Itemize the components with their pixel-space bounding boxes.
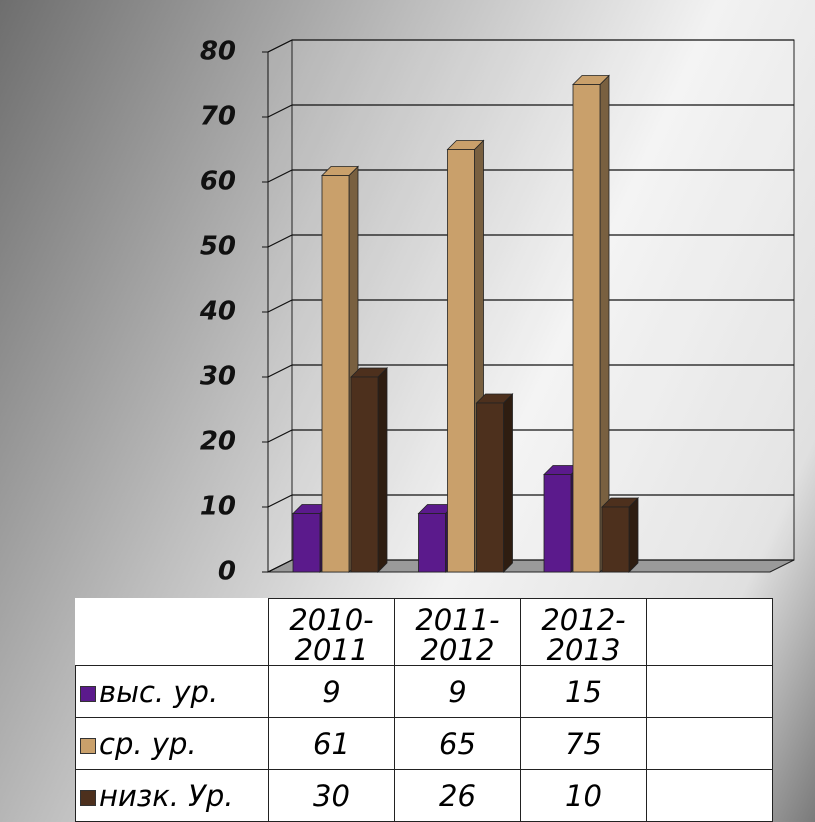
y-tick-label: 50 — [200, 232, 236, 262]
bar — [292, 513, 321, 573]
x-tick-label: 2010-2011 — [268, 598, 395, 666]
grid-line-side — [267, 494, 293, 508]
bar — [350, 376, 379, 573]
plot: 0 10 20 30 40 50 60 70 80 — [199, 37, 795, 587]
bar — [543, 474, 572, 573]
y-tick-label: 20 — [200, 427, 236, 457]
corner — [76, 599, 269, 666]
bar — [572, 84, 601, 573]
grid-line-side — [267, 169, 293, 183]
table-value: 75 — [520, 717, 647, 770]
x-tick-label: 2012-2013 — [520, 598, 647, 666]
table-value: 65 — [394, 717, 521, 770]
legend-label: ср. ур. — [99, 726, 197, 761]
bar-side — [628, 497, 639, 573]
table-row: выс. ур. 9 9 15 — [75, 665, 773, 718]
grid-line-side — [267, 559, 293, 573]
table-value: 10 — [520, 769, 647, 822]
table-value: 61 — [268, 717, 395, 770]
legend-swatch — [80, 685, 96, 702]
legend-label: выс. ур. — [99, 674, 219, 709]
y-tick-label: 0 — [218, 557, 236, 587]
table-row: ср. ур. 61 65 75 — [75, 717, 773, 770]
y-tick-label: 10 — [200, 492, 236, 522]
table-value: 9 — [394, 665, 521, 718]
table-header: 2010-2011 2011-2012 2012-2013 — [76, 598, 773, 666]
y-tick-label: 70 — [200, 102, 236, 132]
table-value: 9 — [268, 665, 395, 718]
bar-side — [503, 393, 513, 573]
table-row: низк. Ур. 30 26 10 — [75, 769, 773, 822]
grid-line-side — [267, 429, 293, 443]
data-table: 2010-2011 2011-2012 2012-2013 выс. ур. 9 9 15 с… — [75, 598, 773, 822]
bar — [601, 506, 630, 573]
table-value: 26 — [394, 769, 521, 822]
y-tick-label: 60 — [200, 167, 236, 197]
table-value: 30 — [268, 769, 395, 822]
legend-entry: низк. Ур. — [75, 769, 269, 822]
bar-side — [377, 367, 388, 573]
legend-swatch — [80, 789, 96, 806]
bar — [476, 402, 504, 573]
table-value: 15 — [520, 665, 647, 718]
table-value — [646, 665, 773, 718]
grid-line-side — [267, 364, 293, 378]
bar-side — [599, 74, 610, 573]
y-tick-label: 80 — [200, 37, 236, 67]
bar — [418, 513, 446, 573]
bar — [447, 149, 475, 573]
x-tick-label: 2011-2012 — [394, 598, 521, 666]
table-value — [646, 717, 773, 770]
grid-line-side — [267, 299, 293, 313]
bar — [321, 175, 350, 573]
legend-label: низк. Ур. — [99, 778, 234, 813]
grid-line-side — [267, 104, 293, 118]
grid-line-side — [267, 234, 293, 248]
legend-entry: ср. ур. — [75, 717, 269, 770]
x-tick-label — [646, 598, 773, 666]
y-tick-label: 40 — [199, 297, 236, 327]
table-value — [646, 769, 773, 822]
grid-line-side — [267, 39, 293, 53]
legend-swatch — [80, 737, 96, 754]
legend-entry: выс. ур. — [75, 665, 269, 718]
y-tick-label: 30 — [200, 362, 236, 392]
